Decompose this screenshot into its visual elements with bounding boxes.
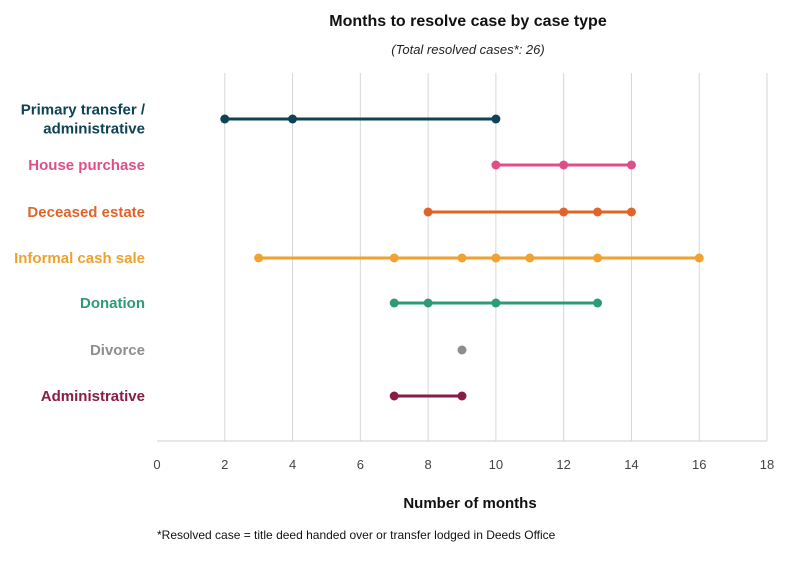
data-point	[626, 207, 636, 217]
x-tick-label: 18	[760, 457, 774, 472]
data-point	[423, 298, 433, 308]
x-tick-label: 8	[424, 457, 431, 472]
data-point	[593, 298, 603, 308]
x-tick-label: 12	[556, 457, 570, 472]
series-informal-cash-sale	[254, 253, 704, 263]
x-axis-title: Number of months	[403, 495, 536, 512]
x-axis-ticks: 0 2 4 6 8 10 12 14 16 18	[153, 457, 774, 472]
category-label: House purchase	[28, 157, 145, 174]
series-deceased-estate	[423, 207, 636, 217]
x-tick-label: 14	[624, 457, 638, 472]
category-labels: Primary transfer / administrative House pu…	[14, 102, 146, 406]
x-tick-label: 10	[489, 457, 503, 472]
series-divorce	[457, 345, 467, 355]
category-label: Divorce	[90, 342, 145, 359]
category-label: administrative	[43, 121, 145, 138]
data-point	[559, 160, 569, 170]
x-tick-label: 4	[289, 457, 296, 472]
data-point	[694, 253, 704, 263]
data-point	[389, 391, 399, 401]
data-point	[626, 160, 636, 170]
data-point	[525, 253, 535, 263]
data-point	[254, 253, 264, 263]
series-layer	[220, 114, 704, 401]
category-label: Primary transfer /	[21, 102, 146, 119]
data-point	[559, 207, 569, 217]
x-tick-label: 2	[221, 457, 228, 472]
series-administrative	[389, 391, 467, 401]
data-point	[457, 253, 467, 263]
data-point	[491, 160, 501, 170]
footnote: *Resolved case = title deed handed over …	[157, 528, 556, 542]
category-label: Donation	[80, 295, 145, 312]
category-label: Informal cash sale	[14, 250, 145, 267]
data-point	[491, 114, 501, 124]
chart-title: Months to resolve case by case type	[329, 13, 607, 30]
data-point	[389, 253, 399, 263]
x-tick-label: 6	[357, 457, 364, 472]
category-label: Deceased estate	[27, 204, 145, 221]
data-point	[491, 253, 501, 263]
category-label: Administrative	[41, 388, 145, 405]
x-tick-label: 0	[153, 457, 160, 472]
x-tick-label: 16	[692, 457, 706, 472]
data-point	[288, 114, 298, 124]
series-primary-transfer-administrative	[220, 114, 501, 124]
data-point	[491, 298, 501, 308]
data-point	[423, 207, 433, 217]
data-point	[457, 345, 467, 355]
data-point	[220, 114, 230, 124]
data-point	[593, 207, 603, 217]
data-point	[457, 391, 467, 401]
data-point	[593, 253, 603, 263]
chart-subtitle: (Total resolved cases*: 26)	[391, 42, 544, 57]
data-point	[389, 298, 399, 308]
series-house-purchase	[491, 160, 636, 170]
series-donation	[389, 298, 603, 308]
